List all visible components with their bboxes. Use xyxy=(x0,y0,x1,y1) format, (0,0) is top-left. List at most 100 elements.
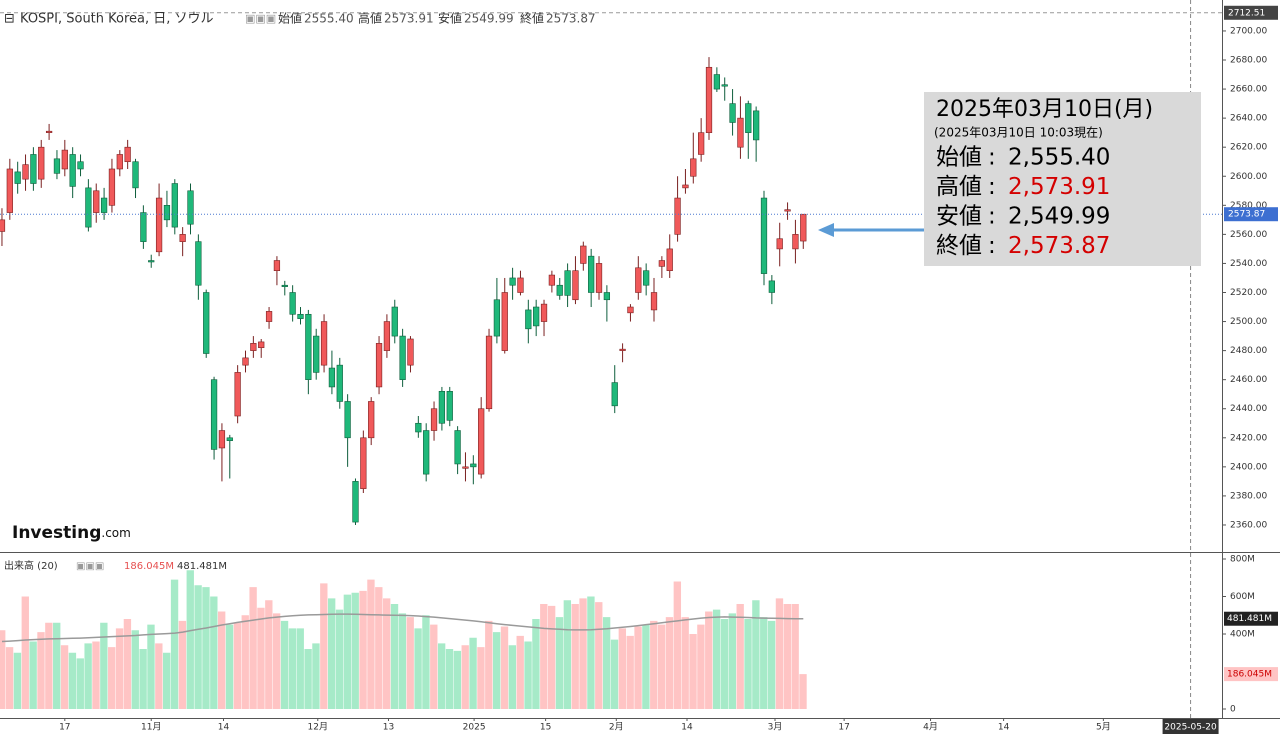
volume-bar xyxy=(13,652,22,709)
candle-body xyxy=(38,146,45,180)
volume-bar xyxy=(744,619,752,709)
volume-bar xyxy=(626,635,634,709)
volume-bar xyxy=(437,643,446,709)
volume-bar xyxy=(272,613,281,709)
volume-bar xyxy=(728,613,736,709)
header-icons: ▣▣▣ xyxy=(245,12,276,25)
candle-body xyxy=(250,343,257,351)
candle-body xyxy=(792,234,799,250)
volume-bar xyxy=(312,643,320,709)
candle-body xyxy=(171,183,178,228)
candle-body xyxy=(650,292,658,311)
candle-body xyxy=(53,158,61,174)
volume-bar xyxy=(92,641,100,709)
candle-body xyxy=(305,313,312,380)
candle-body xyxy=(281,284,288,287)
volume-bar xyxy=(799,674,807,709)
candle-body xyxy=(210,379,218,450)
candle-body xyxy=(776,238,783,250)
volume-bar xyxy=(563,600,572,709)
ma-value: 481.481M xyxy=(177,561,227,572)
candle-body xyxy=(258,341,265,349)
volume-bar xyxy=(382,598,391,709)
volume-bar xyxy=(155,643,163,709)
volume-bar xyxy=(547,605,556,709)
volume-bar xyxy=(163,652,171,709)
candle-body xyxy=(163,205,171,221)
candle-body xyxy=(148,260,155,263)
ma-tag: 481.481M xyxy=(1227,614,1272,624)
candle-body xyxy=(462,466,469,469)
volume-bar xyxy=(579,598,587,709)
volume-bar xyxy=(697,624,705,709)
candle-body xyxy=(242,357,249,366)
volume-bar xyxy=(555,617,564,709)
x-tick-label: 14 xyxy=(998,723,1010,733)
label: 安値 xyxy=(438,11,462,26)
candle-body xyxy=(140,212,147,242)
volume-bar xyxy=(288,628,297,709)
candle-body xyxy=(635,267,642,293)
volume-bar xyxy=(147,624,155,709)
candle-body xyxy=(800,213,807,242)
volume-bar xyxy=(430,624,438,709)
y-tick-label: 2620.00 xyxy=(1230,143,1267,153)
candle-body xyxy=(14,171,21,184)
volume-bar xyxy=(587,596,595,709)
volume-bar xyxy=(367,579,375,709)
volume-bar xyxy=(53,622,61,709)
v-tick-label: 600M xyxy=(1230,592,1255,602)
candle-body xyxy=(6,168,13,213)
candle-body xyxy=(100,197,108,213)
candle-body xyxy=(588,255,595,293)
volume-bar xyxy=(21,596,29,709)
y-tick-label: 2660.00 xyxy=(1230,85,1267,95)
volume-bar xyxy=(485,620,493,709)
y-tick-label: 2400.00 xyxy=(1230,462,1267,472)
candle-body xyxy=(619,348,626,351)
volume-bar xyxy=(186,570,194,709)
volume-bar xyxy=(665,617,674,709)
candle-body xyxy=(124,146,131,163)
volume-bar xyxy=(375,587,383,709)
volume-bar xyxy=(712,609,721,709)
symbol: KOSPI, South Korea, 日, ソウル xyxy=(20,12,214,27)
value: 2555.40 xyxy=(304,12,354,26)
candle-body xyxy=(0,219,6,232)
v-tick-label: 800M xyxy=(1230,555,1255,565)
info-sep: : xyxy=(988,204,996,230)
volume-bar xyxy=(45,622,53,709)
volume-bar xyxy=(131,630,139,709)
candle-body xyxy=(93,190,100,213)
cursor-date-bg xyxy=(1162,719,1219,734)
volume-bar xyxy=(618,628,627,709)
y-tick-label: 2480.00 xyxy=(1230,346,1267,356)
volume-bar xyxy=(343,594,352,709)
volume-bar xyxy=(767,620,776,709)
info-sep: : xyxy=(988,145,996,171)
candle-body xyxy=(643,270,650,286)
y-tick-label: 2500.00 xyxy=(1230,317,1267,327)
label: 終値 xyxy=(520,11,544,26)
volume-bar xyxy=(108,647,116,709)
candle-body xyxy=(391,306,398,337)
volume-bar xyxy=(775,598,784,709)
value: 2549.99 xyxy=(464,12,514,26)
volume-bar xyxy=(508,645,517,709)
info-box-bg xyxy=(924,92,1201,266)
volume-bar xyxy=(532,619,540,709)
candle-body xyxy=(768,280,775,293)
volume-bar xyxy=(84,643,92,709)
volume-bar xyxy=(68,652,77,709)
value: 2573.91 xyxy=(384,12,434,26)
candle-body xyxy=(265,311,273,322)
header-ohlc: 始値 2555.40 高値 2573.91 安値 2549.99 終値 2573… xyxy=(278,11,596,26)
volume-bar xyxy=(5,647,14,709)
volume-bar xyxy=(304,649,312,709)
top-marker-bg xyxy=(1224,5,1278,20)
x-tick-label: 3月 xyxy=(768,722,783,733)
volume-bar xyxy=(571,604,579,709)
candle-body xyxy=(226,437,233,441)
volume-bar xyxy=(390,604,399,709)
candle-body xyxy=(533,306,540,327)
